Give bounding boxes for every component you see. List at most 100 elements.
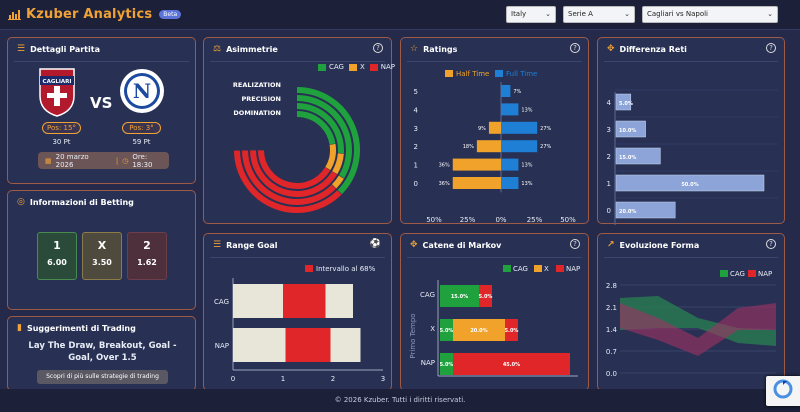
home-position-badge: Pos: 15°	[42, 122, 81, 134]
card-title: Suggerimenti di Trading	[26, 323, 136, 333]
match-details-card: ☰ Dettagli Partita CAGLIARI VS N Pos: 15°…	[7, 37, 196, 184]
tick-label: 1.4	[606, 326, 618, 334]
away-position-badge: Pos: 3°	[122, 122, 161, 134]
help-icon[interactable]: ?	[766, 43, 776, 53]
help-icon[interactable]: ?	[570, 239, 580, 249]
tick-label: 25%	[527, 216, 543, 224]
legend-swatch	[720, 270, 728, 277]
odd-value: 6.00	[47, 258, 67, 267]
chart-bar-icon: ▮	[17, 323, 22, 333]
legend-label: Full Time	[506, 70, 537, 78]
tick-label: 2	[331, 375, 335, 383]
asym-legend: CAG X NAP	[318, 63, 395, 71]
asymmetry-label: PRECISION	[242, 95, 281, 103]
tick-label: 0	[414, 180, 418, 188]
legend-swatch	[534, 265, 542, 272]
legend-label: CAG	[730, 270, 745, 278]
odd-away-button[interactable]: 2 1.62	[127, 232, 167, 280]
tick-label: 2.1	[606, 304, 617, 312]
star-icon: ☆	[410, 44, 419, 54]
form-evolution-card: ↗ Evoluzione Forma ? CAG NAP 2.8 2.1 1.4 0.7 0.…	[597, 233, 785, 391]
beta-badge: Beta	[159, 10, 182, 19]
tick-label: 4	[607, 99, 612, 107]
tick-label: 0	[607, 207, 611, 215]
tick-label: 2	[607, 153, 611, 161]
odd-home-button[interactable]: 1 6.00	[37, 232, 77, 280]
bar-full-time	[501, 121, 538, 134]
betting-card: ◎ Informazioni di Betting 1 6.00 X 3.50 2 1.…	[7, 190, 196, 310]
help-icon[interactable]: ?	[570, 43, 580, 53]
target-icon: ◎	[17, 197, 25, 207]
tick-label: 0.7	[606, 348, 617, 356]
recaptcha-badge[interactable]	[766, 376, 800, 406]
ratings-card: ☆ Ratings ? Half Time Full Time 5 7% 4 13% 3 9% 2…	[400, 37, 589, 224]
tick-label: NAP	[421, 359, 435, 367]
asymmetry-arc-segment	[234, 150, 342, 213]
data-label: 13%	[521, 163, 532, 169]
tick-label: 3	[607, 126, 611, 134]
data-label: 15.0%	[451, 294, 468, 300]
legend-label: NAP	[566, 265, 580, 273]
tick-label: 2.8	[606, 282, 617, 290]
vs-label: VS	[90, 94, 113, 112]
asymmetry-card: ⚖ Asimmetrie ? CAG X NAP REALIZATION PRECI…	[203, 37, 395, 224]
data-label: 5.0%	[479, 294, 493, 300]
league-select[interactable]: Serie A ⌄	[563, 6, 635, 23]
legend-swatch	[445, 70, 453, 77]
help-icon[interactable]: ?	[766, 239, 776, 249]
chevron-down-icon: ⌄	[545, 10, 551, 18]
bar-half-time	[476, 140, 501, 153]
range-goal-card: ☰ Range Goal ⚽ Intervallo al 68% CAG NAP 0 1 2…	[203, 233, 392, 391]
help-icon[interactable]: ?	[373, 43, 383, 53]
data-label: 20.0%	[470, 328, 487, 334]
away-points: 59 Pt	[132, 138, 151, 146]
interval-bar	[285, 328, 331, 362]
goal-difference-chart: 4 5.0% 3 10.0% 2 15.0% 1 50.0% 0 20.0%	[607, 89, 778, 225]
tick-label: 25%	[460, 216, 476, 224]
match-select-value: Cagliari vs Napoli	[647, 10, 709, 18]
tick-label: 1	[414, 162, 418, 170]
brand[interactable]: Kzuber Analytics Beta	[8, 7, 182, 22]
balance-icon: ⚖	[213, 44, 222, 54]
data-label: 36%	[439, 181, 450, 187]
chart-logo-icon	[8, 9, 21, 20]
bar	[615, 201, 676, 219]
trading-strategies-button[interactable]: Scopri di più sulle strategie di trading	[37, 370, 168, 384]
data-label: 15.0%	[619, 155, 636, 161]
data-label: 13%	[521, 181, 532, 187]
country-select[interactable]: Italy ⌄	[506, 6, 556, 23]
data-label: 36%	[439, 163, 450, 169]
home-logo-text: CAGLIARI	[43, 79, 72, 85]
goal-difference-card: ✥ Differenza Reti ? 4 5.0% 3 10.0% 2 15.0% 1 50.…	[597, 37, 785, 225]
card-title: Asimmetrie	[226, 44, 278, 54]
bar	[615, 174, 765, 192]
asymmetry-arc-segment	[296, 95, 352, 179]
tick-label: 2	[414, 143, 418, 151]
bar-segment	[505, 319, 518, 341]
legend-swatch	[495, 70, 503, 77]
data-label: 5.0%	[440, 362, 454, 368]
odd-draw-button[interactable]: X 3.50	[82, 232, 122, 280]
asymmetry-arc-segment	[332, 153, 344, 175]
tick-label: 3	[414, 125, 418, 133]
list-icon: ☰	[17, 44, 26, 54]
data-label: 5.0%	[440, 328, 454, 334]
card-title: Catene di Markov	[422, 240, 502, 250]
bar-segment	[440, 285, 479, 307]
tick-label: CAG	[214, 298, 229, 306]
trading-text: Lay The Draw, Breakout, Goal - Goal, Ove…	[28, 341, 177, 363]
odd-label: X	[97, 239, 107, 252]
asymmetry-arc-segment	[250, 150, 338, 197]
legend-label: NAP	[758, 270, 772, 278]
calendar-icon: ▦	[45, 156, 52, 165]
card-title: Ratings	[423, 44, 458, 54]
asymmetry-arc-segment	[258, 150, 331, 189]
tick-label: 0%	[495, 216, 506, 224]
match-date: 20 marzo 2026	[55, 152, 89, 169]
bar-segment	[479, 285, 492, 307]
tick-label: NAP	[215, 342, 229, 350]
match-select[interactable]: Cagliari vs Napoli ⌄	[642, 6, 778, 23]
odd-label: 2	[143, 239, 151, 252]
chevron-down-icon: ⌄	[624, 10, 630, 18]
